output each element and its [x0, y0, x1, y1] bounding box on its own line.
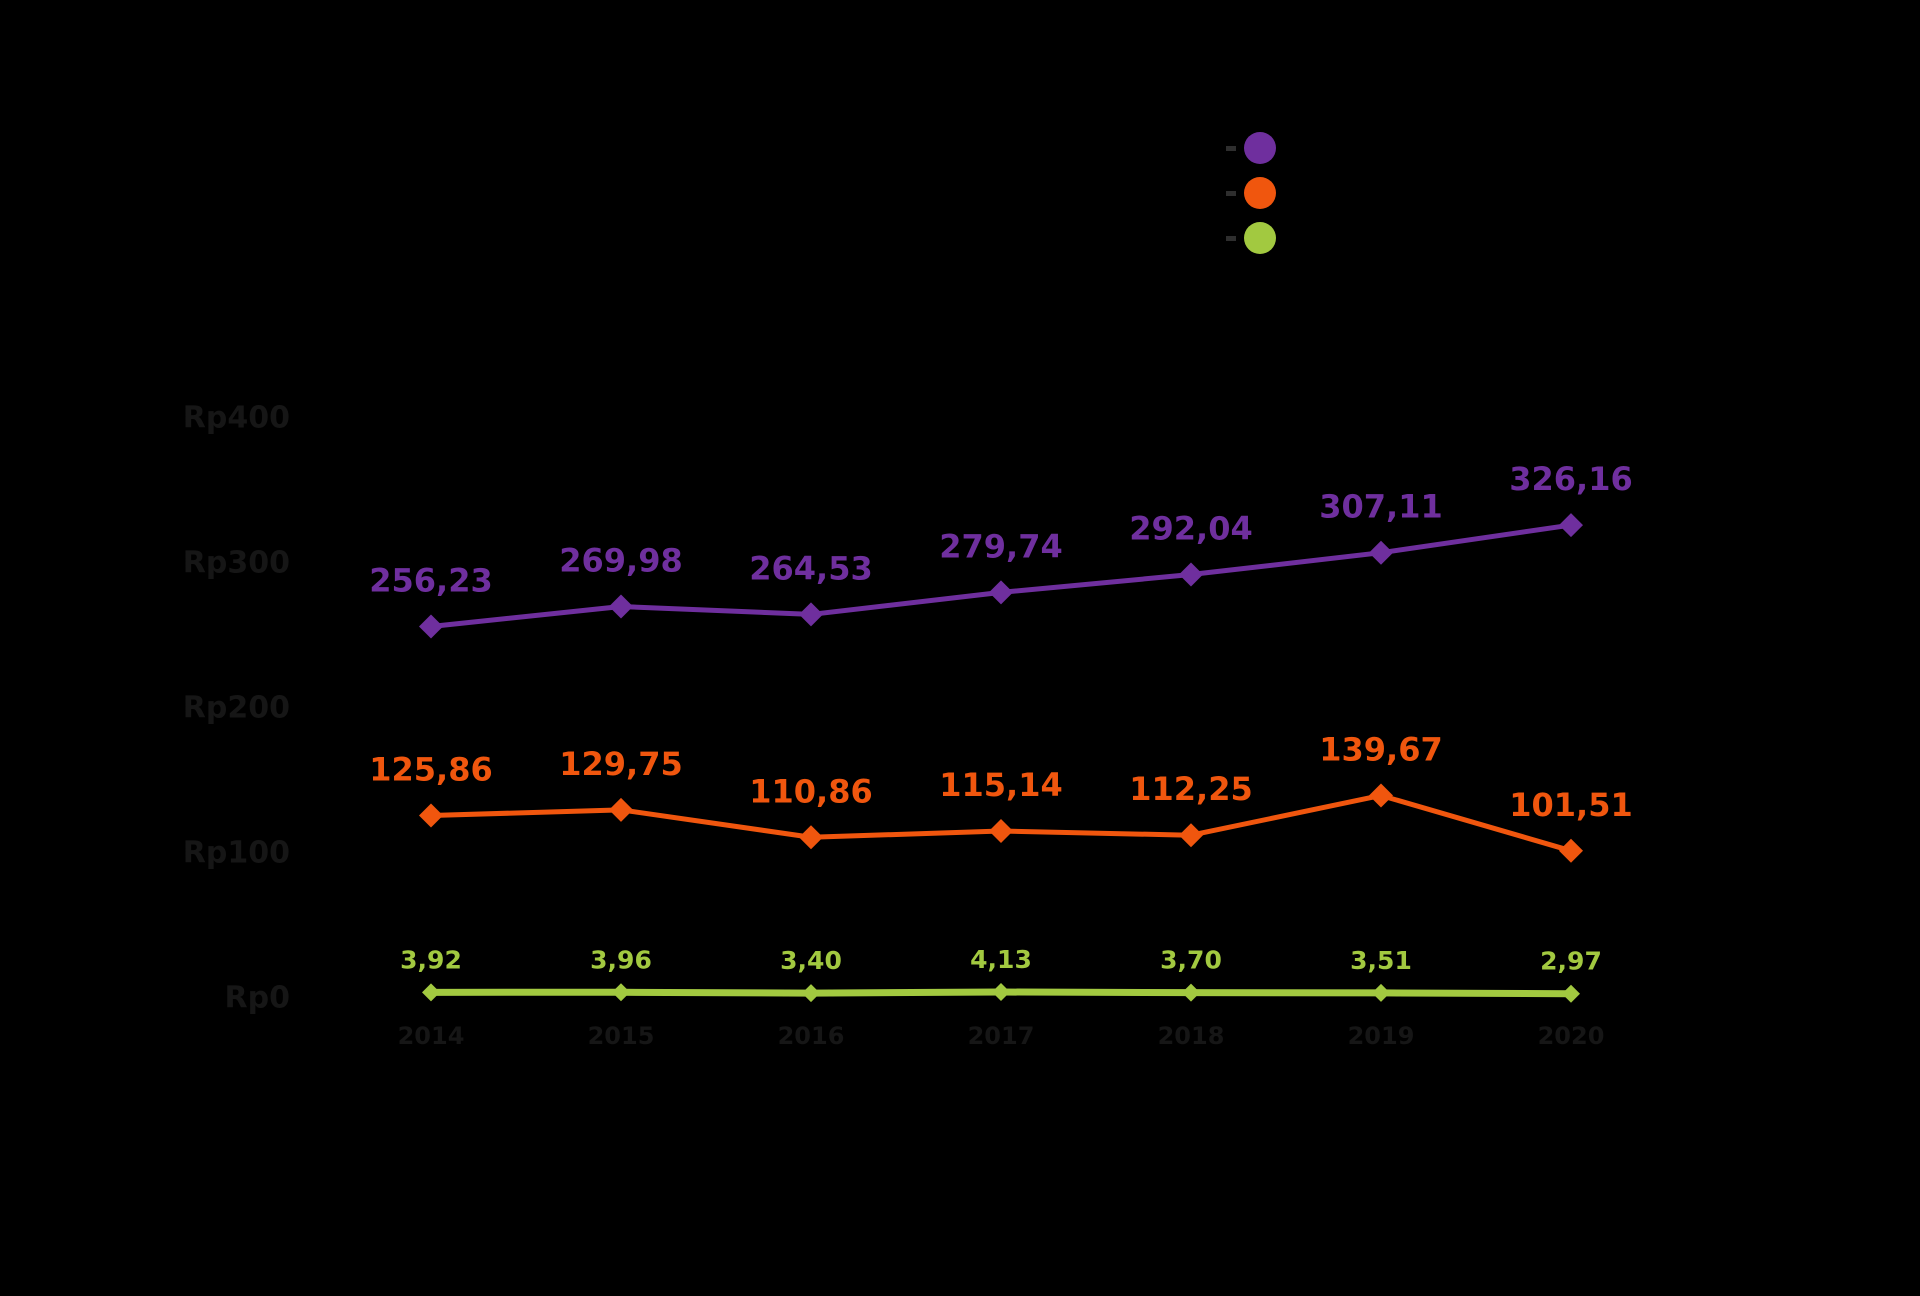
y-axis-tick-label: Rp300 — [182, 545, 290, 581]
legend-item — [1226, 177, 1286, 209]
green-series-value-label: 3,92 — [400, 945, 462, 974]
x-axis-tick-label: 2017 — [967, 1022, 1035, 1050]
purple-series-value-label: 307,11 — [1319, 488, 1442, 526]
legend-dot — [1244, 132, 1276, 164]
purple-series-marker — [1179, 562, 1203, 587]
purple-series: 256,23 269,98 264,53 279,74 292,04 307,11 326,… — [369, 460, 1633, 639]
purple-series-marker — [799, 602, 823, 627]
y-axis-tick-label: Rp0 — [224, 980, 290, 1016]
purple-series-marker — [609, 594, 633, 619]
purple-series-value-label: 264,53 — [749, 549, 872, 587]
orange-series-value-label: 125,86 — [369, 751, 492, 789]
orange-series-value-label: 115,14 — [939, 766, 1062, 804]
green-series-marker — [992, 983, 1010, 1002]
green-series-marker — [1182, 983, 1200, 1002]
purple-series-marker — [419, 614, 443, 639]
orange-series-marker — [609, 797, 633, 822]
green-series-value-label: 3,40 — [780, 946, 842, 975]
orange-series-value-label: 129,75 — [559, 745, 682, 783]
x-axis-tick-label: 2018 — [1157, 1022, 1225, 1050]
legend — [1226, 132, 1286, 267]
x-axis-tick-label: 2015 — [587, 1022, 655, 1050]
orange-series-value-label: 139,67 — [1319, 730, 1442, 768]
legend-label-remnant — [1226, 235, 1236, 241]
legend-label-remnant — [1226, 190, 1236, 196]
green-series-marker — [1372, 983, 1390, 1002]
x-axis-tick-label: 2019 — [1347, 1022, 1415, 1050]
x-axis-tick-label: 2014 — [397, 1022, 465, 1050]
orange-series-value-label: 101,51 — [1509, 786, 1632, 824]
legend-label-remnant — [1226, 145, 1236, 151]
legend-item — [1226, 132, 1286, 164]
legend-dot — [1244, 177, 1276, 209]
green-series-marker — [612, 983, 630, 1002]
green-series-value-label: 3,70 — [1160, 946, 1222, 975]
green-series: 3,92 3,96 3,40 4,13 3,70 3,51 2,97 — [400, 945, 1602, 1003]
legend-item — [1226, 222, 1286, 254]
purple-series-value-label: 326,16 — [1509, 460, 1632, 498]
purple-series-value-label: 256,23 — [369, 561, 492, 599]
green-series-value-label: 4,13 — [970, 945, 1032, 974]
purple-series-value-label: 292,04 — [1129, 510, 1252, 548]
green-series-marker — [1562, 984, 1580, 1003]
green-series-value-label: 2,97 — [1540, 947, 1602, 976]
green-series-marker — [802, 984, 820, 1003]
y-axis-tick-label: Rp400 — [182, 400, 290, 436]
purple-series-value-label: 269,98 — [559, 542, 682, 580]
y-axis-tick-label: Rp200 — [182, 690, 290, 726]
green-series-marker — [422, 983, 440, 1002]
purple-series-marker — [989, 580, 1013, 605]
orange-series: 125,86 129,75 110,86 115,14 112,25 139,67 101,… — [369, 730, 1633, 863]
y-axis-tick-label: Rp100 — [182, 835, 290, 871]
orange-series-marker — [1369, 783, 1393, 808]
orange-series-marker — [989, 819, 1013, 844]
orange-series-marker — [419, 803, 443, 828]
x-axis-tick-label: 2020 — [1537, 1022, 1605, 1050]
x-axis-tick-label: 2016 — [777, 1022, 845, 1050]
green-series-value-label: 3,96 — [590, 945, 652, 974]
green-series-value-label: 3,51 — [1350, 946, 1412, 975]
orange-series-marker — [1179, 823, 1203, 848]
purple-series-marker — [1369, 540, 1393, 565]
purple-series-value-label: 279,74 — [939, 527, 1062, 565]
orange-series-value-label: 110,86 — [749, 772, 872, 810]
orange-series-marker — [1559, 838, 1583, 863]
legend-dot — [1244, 222, 1276, 254]
orange-series-marker — [799, 825, 823, 850]
orange-series-value-label: 112,25 — [1129, 770, 1252, 808]
purple-series-marker — [1559, 513, 1583, 538]
